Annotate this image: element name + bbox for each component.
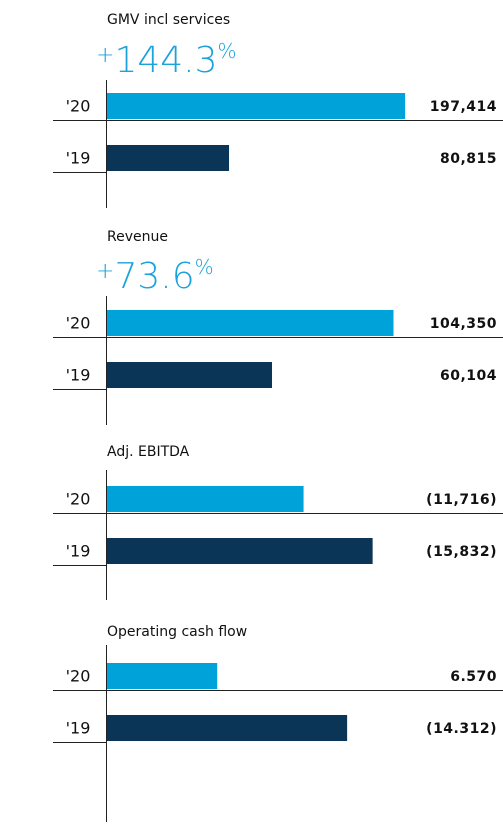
value-label: 80,815 [440,151,497,167]
category-label: '20 [66,97,91,116]
growth-label: +73.6% [96,255,214,298]
category-label: '19 [66,366,91,385]
growth-sign: + [96,259,114,284]
panel-title: GMV incl services [107,12,230,28]
category-label: '20 [66,667,91,686]
panel-title: Revenue [107,229,168,245]
category-label: '20 [66,314,91,333]
bar [107,310,394,336]
value-label: (11,716) [426,492,497,508]
value-label: (14.312) [426,721,497,737]
bar [107,362,273,388]
bar [107,663,218,689]
panel-title: Operating cash flow [107,624,247,640]
panel-title: Adj. EBITDA [107,444,190,460]
category-label: '20 [66,490,91,509]
growth-sign: + [96,43,114,68]
bar [107,538,373,564]
bar [107,93,406,119]
category-label: '19 [66,719,91,738]
bar [107,715,348,741]
value-label: (15,832) [426,544,497,560]
growth-value: 73.6 [114,256,194,297]
growth-value: 144.3 [114,40,217,81]
growth-label: +144.3% [96,39,237,82]
value-label: 6.570 [450,669,497,685]
growth-unit: % [218,39,237,63]
growth-unit: % [195,255,214,279]
value-label: 104,350 [430,316,497,332]
bar [107,145,230,171]
value-label: 197,414 [430,99,497,115]
category-label: '19 [66,542,91,561]
category-label: '19 [66,149,91,168]
bar [107,486,304,512]
value-label: 60,104 [440,368,497,384]
